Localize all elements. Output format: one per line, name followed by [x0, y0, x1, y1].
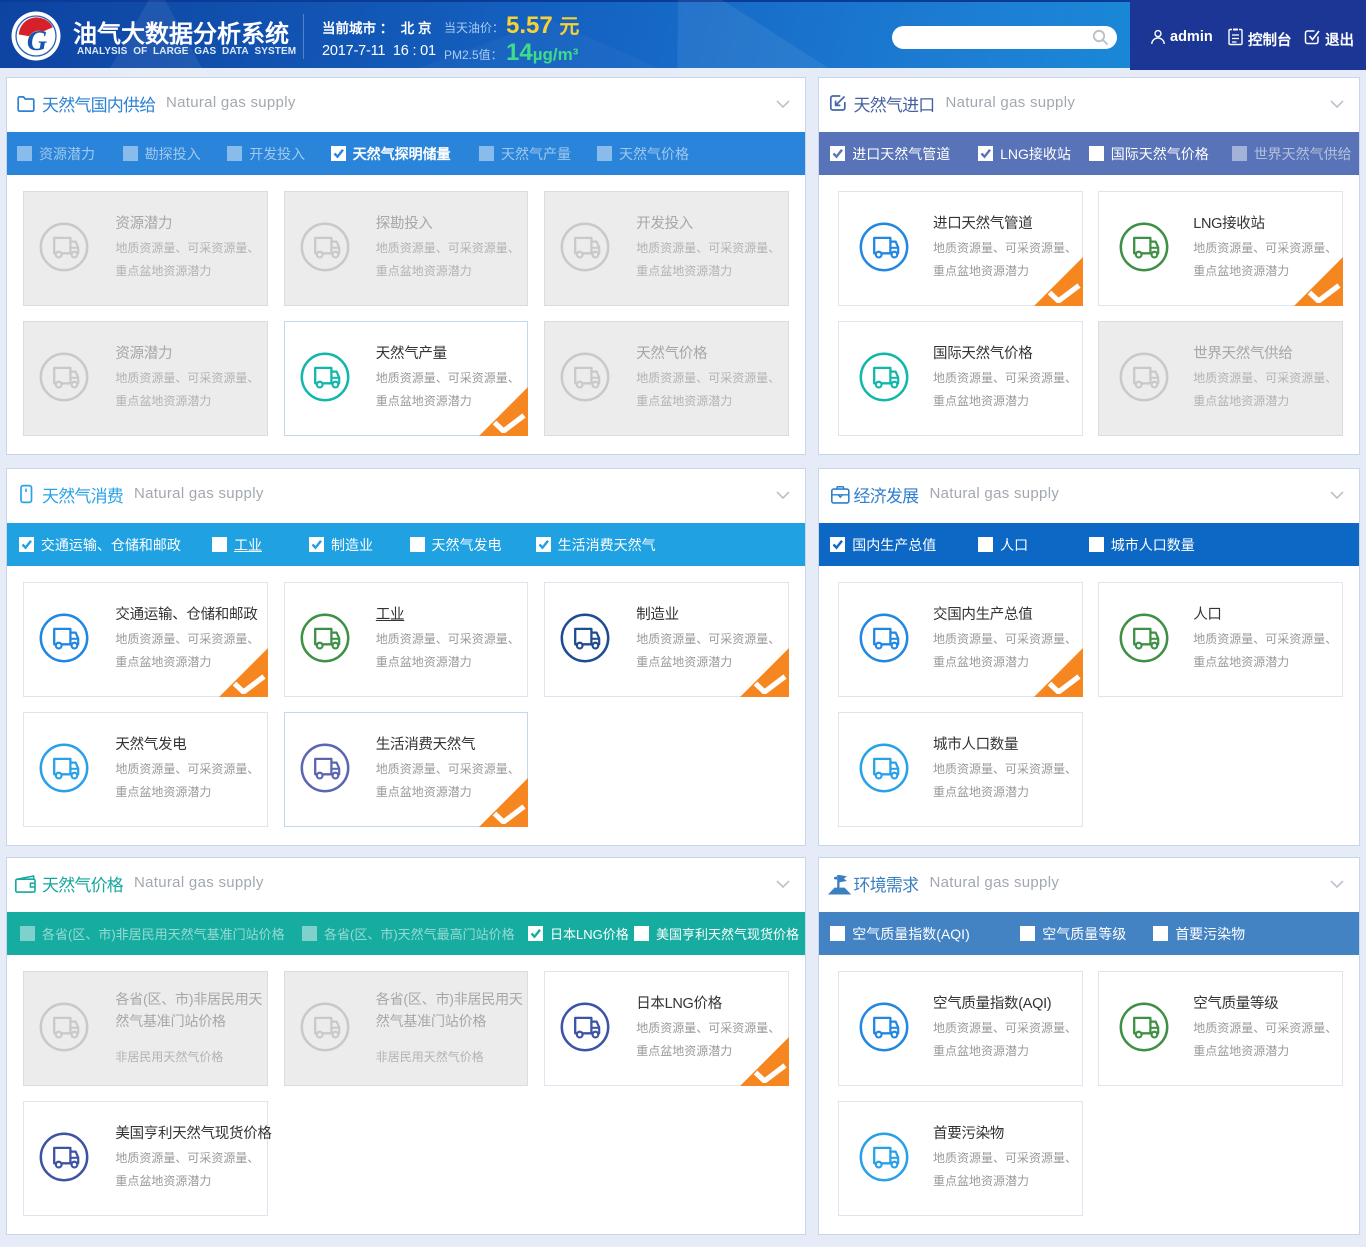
- svg-text:G: G: [27, 26, 47, 57]
